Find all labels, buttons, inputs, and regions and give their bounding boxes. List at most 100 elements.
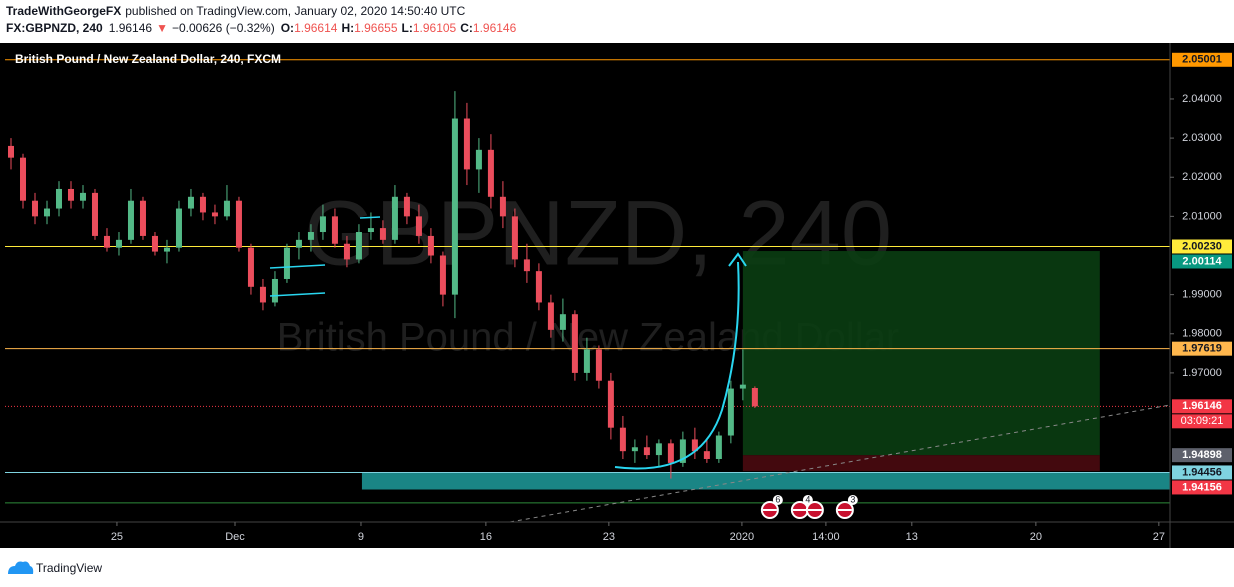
candle-body (679, 439, 686, 463)
candle-body (571, 314, 578, 373)
price-label-bg (1172, 465, 1232, 480)
candle-body (547, 302, 554, 330)
y-tick-label: 1.99000 (1182, 289, 1222, 301)
candle-body (463, 118, 470, 170)
arrow-curve (614, 261, 740, 470)
candle-body (415, 216, 422, 236)
price-label-bg (1172, 341, 1232, 356)
candle-body (715, 435, 722, 459)
price-label-bg (1172, 448, 1232, 463)
x-tick-label: 23 (603, 531, 615, 543)
candle-body (31, 200, 38, 217)
candle-body (115, 239, 122, 248)
candle-body (583, 349, 590, 373)
candle-body (343, 243, 350, 260)
candle-body (7, 145, 14, 158)
brand: TradingView (36, 561, 102, 575)
plot: 6 4 3 (5, 59, 1170, 519)
o-label: O: (281, 21, 294, 35)
candle-body (103, 235, 110, 248)
candle-body (607, 380, 614, 428)
position-profit (742, 251, 1100, 456)
author[interactable]: TradeWithGeorgeFX (6, 4, 121, 18)
candle-body (367, 228, 374, 233)
candle-body (403, 196, 410, 217)
candle-body (43, 208, 50, 217)
price-label-bg (1172, 239, 1232, 254)
price-label: 1.97619 (1182, 343, 1222, 355)
arrow: ▼ (156, 21, 168, 35)
drawing (269, 292, 326, 297)
candle-body (703, 451, 710, 459)
candle-body (379, 228, 386, 240)
drawing (359, 216, 381, 219)
last: 1.96146 (109, 21, 153, 35)
candle-body (187, 196, 194, 209)
position-loss (742, 455, 1100, 472)
x-tick-label: 9 (358, 531, 364, 543)
l-label: L: (402, 21, 413, 35)
candle-body (199, 196, 206, 213)
x-tick-label: 14:00 (812, 531, 840, 543)
price-label: 2.00230 (1182, 240, 1222, 252)
candle-body (643, 447, 650, 456)
open: 1.96614 (294, 21, 338, 35)
h-label: H: (341, 21, 354, 35)
candle-body (91, 192, 98, 236)
candle-body (19, 157, 26, 201)
price-label-bg (1172, 254, 1232, 269)
candle-body (331, 216, 338, 244)
arrow-head (728, 252, 747, 267)
candle-body (535, 271, 542, 303)
candle-body (667, 443, 674, 463)
countdown: 03:09:21 (1181, 415, 1224, 427)
candle-body (271, 278, 278, 303)
candle-body (307, 232, 314, 240)
candle-body (67, 188, 74, 201)
candle-body (595, 349, 602, 381)
x-tick-label: 20 (1030, 531, 1042, 543)
low: 1.96105 (413, 21, 457, 35)
event-badge (772, 495, 783, 505)
candle-body (727, 388, 734, 436)
candle-body (499, 196, 506, 217)
price-label: 1.96146 (1182, 400, 1222, 412)
price-label: 2.05001 (1182, 54, 1222, 66)
symbol: FX:GBPNZD, 240 (6, 21, 103, 35)
high: 1.96655 (354, 21, 398, 35)
legend-title: British Pound / New Zealand Dollar, 240,… (15, 52, 281, 66)
y-tick-label: 1.98000 (1182, 328, 1222, 340)
x-tick-label: 16 (480, 531, 492, 543)
zone (361, 472, 1170, 490)
candle-body (235, 200, 242, 248)
candle-body (259, 286, 266, 303)
candle-body (319, 216, 326, 233)
candle-body (151, 235, 158, 252)
candle-body (127, 200, 134, 240)
header: TradeWithGeorgeFX published on TradingVie… (6, 4, 517, 35)
logo (8, 561, 34, 574)
candle-body (739, 384, 746, 389)
price-label-bg (1172, 399, 1232, 414)
candle-body (247, 247, 254, 287)
event-count: 4 (805, 494, 810, 504)
candle-body (283, 247, 290, 279)
candle-body (691, 439, 698, 452)
candle-body (631, 447, 638, 452)
event-count: 6 (775, 494, 780, 504)
price-label-bg (1172, 480, 1232, 495)
change: −0.00626 (−0.32%) (172, 21, 275, 35)
candle-body (175, 208, 182, 248)
candle-body (223, 200, 230, 217)
price-label: 1.94156 (1182, 481, 1222, 493)
candle-body (439, 255, 446, 295)
y-tick-label: 2.02000 (1182, 171, 1222, 183)
event-count: 3 (850, 494, 855, 504)
candle-body (523, 259, 530, 272)
price-axis: 2.04000 2.03000 2.02000 2.01000 1.99000 1.980… (111, 52, 1232, 543)
candle-body (211, 212, 218, 217)
candle-body (427, 235, 434, 256)
c-label: C: (460, 21, 473, 35)
candle-body (55, 188, 62, 209)
